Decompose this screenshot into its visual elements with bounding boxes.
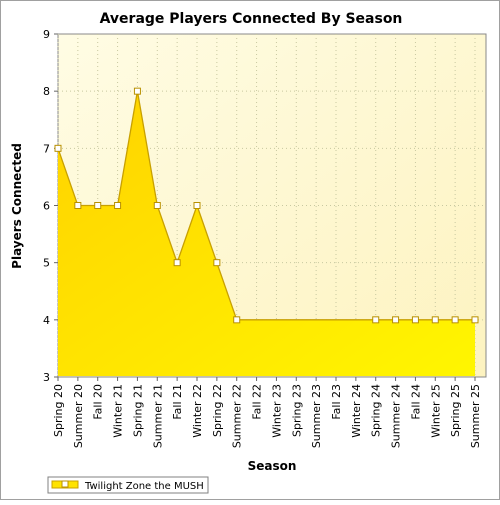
data-point <box>153 202 161 209</box>
series-line <box>57 91 475 321</box>
x-tick-label: Summer 25 <box>469 384 482 448</box>
series-area <box>57 91 475 377</box>
x-tick-label: Spring 24 <box>370 384 383 437</box>
x-axis: Spring 20 Summer 20 Fall 20 Winter 21 Spring… <box>52 377 482 448</box>
y-axis-title: Players Connected <box>10 143 24 269</box>
x-axis-title: Season <box>248 459 297 473</box>
x-tick-label: Fall 23 <box>330 384 343 420</box>
x-tick-label: Winter 22 <box>191 384 204 438</box>
x-tick-label: Winter 21 <box>112 384 125 438</box>
x-tick-label: Summer 22 <box>231 384 244 448</box>
data-point <box>213 259 221 267</box>
x-tick-label: Fall 22 <box>251 384 264 420</box>
data-point <box>411 316 419 324</box>
legend-box <box>47 476 209 494</box>
x-tick-label: Summer 24 <box>390 384 403 448</box>
data-point <box>372 316 380 324</box>
data-point <box>54 144 62 152</box>
y-tick-label: 5 <box>43 257 50 270</box>
x-tick-label: Fall 20 <box>92 384 105 420</box>
chart-title: Average Players Connected By Season <box>100 11 403 27</box>
y-tick-label: 7 <box>43 142 50 155</box>
data-point <box>133 87 141 95</box>
x-tick-label: Fall 21 <box>171 384 184 420</box>
x-tick-label: Fall 24 <box>409 384 422 420</box>
legend-label: Twilight Zone the MUSH <box>84 481 204 492</box>
data-point <box>74 202 82 209</box>
data-point <box>451 316 459 324</box>
data-point <box>471 316 479 324</box>
y-tick-label: 9 <box>43 28 50 41</box>
y-tick-label: 8 <box>43 85 50 98</box>
x-tick-label: Summer 20 <box>72 384 85 448</box>
legend-marker <box>61 480 69 488</box>
series-markers <box>54 87 479 324</box>
x-tick-label: Summer 23 <box>310 384 323 448</box>
y-tick-label: 6 <box>43 200 50 213</box>
x-tick-label: Spring 20 <box>52 384 65 437</box>
legend: Twilight Zone the MUSH <box>47 476 209 494</box>
x-tick-label: Spring 23 <box>290 384 303 437</box>
y-tick-label: 3 <box>43 371 50 384</box>
x-tick-label: Winter 25 <box>429 384 442 438</box>
data-point <box>193 202 201 209</box>
data-point <box>392 316 400 324</box>
data-point <box>94 202 102 209</box>
series-area-fill <box>58 91 475 377</box>
y-tick-label: 4 <box>43 314 50 327</box>
data-point <box>431 316 439 324</box>
x-tick-label: Winter 24 <box>350 384 363 438</box>
x-tick-label: Spring 25 <box>449 384 462 437</box>
x-tick-label: Spring 21 <box>131 384 144 437</box>
y-axis: 3 4 5 6 7 8 9 <box>43 28 58 384</box>
x-tick-label: Spring 22 <box>211 384 224 437</box>
data-point <box>233 316 241 324</box>
x-tick-label: Summer 21 <box>151 384 164 448</box>
data-point <box>114 202 122 209</box>
x-tick-label: Winter 23 <box>270 384 283 438</box>
data-point <box>173 259 181 267</box>
